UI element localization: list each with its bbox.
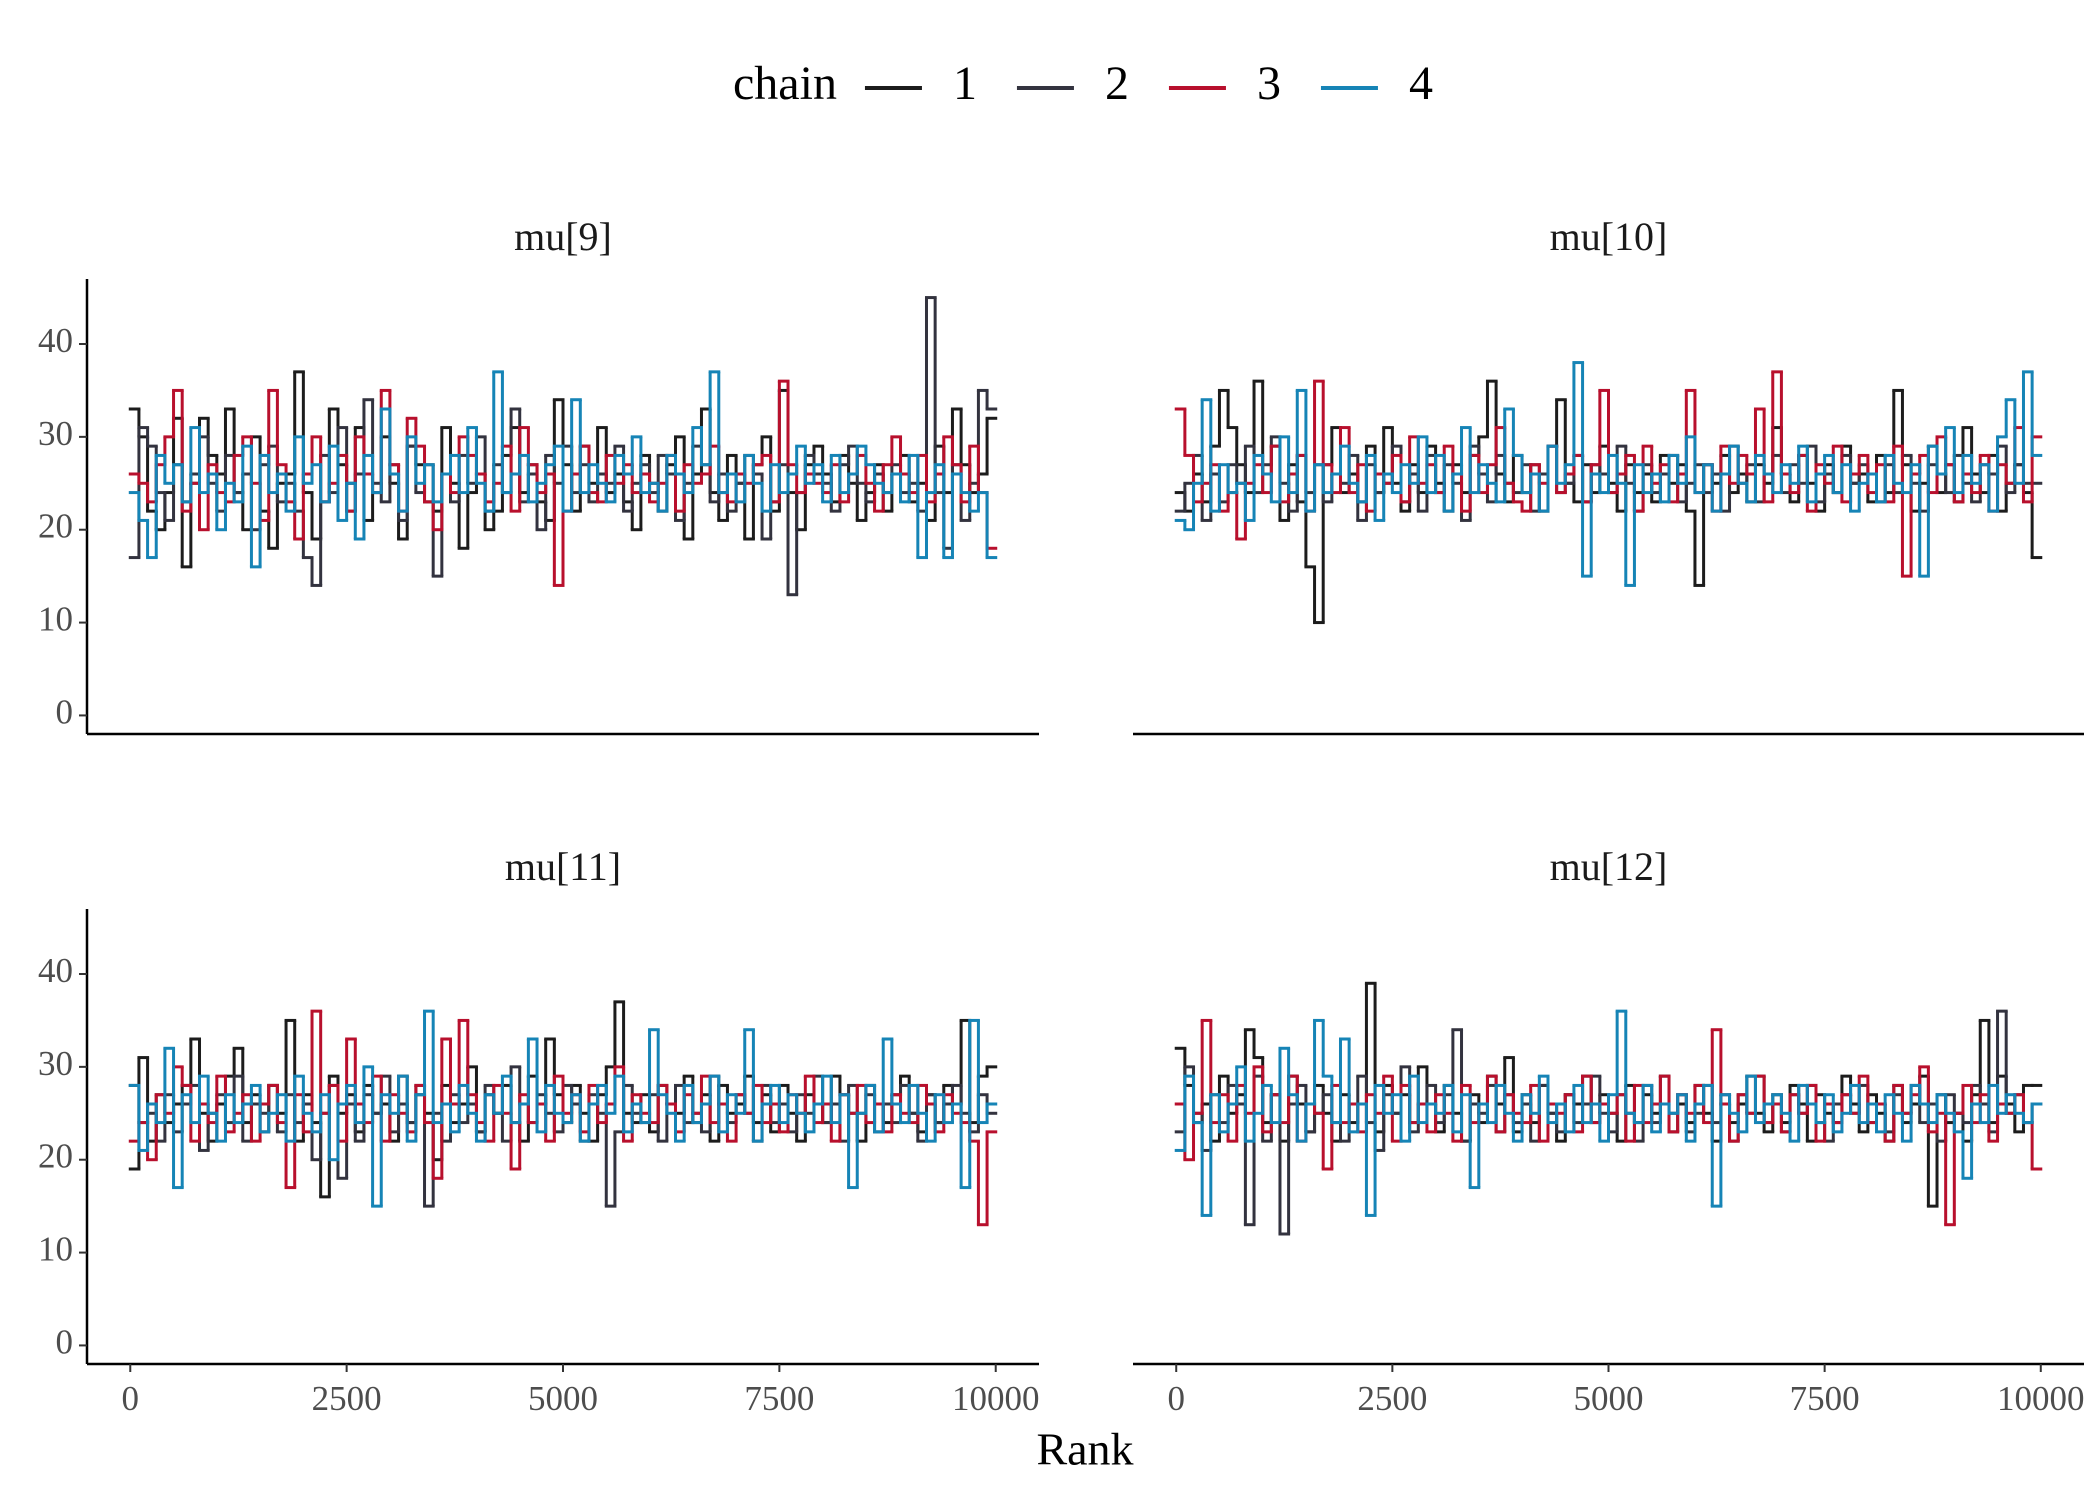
chain-line <box>1174 361 2043 587</box>
chain-line <box>128 1009 998 1208</box>
y-tick-label: 0 <box>56 1322 74 1361</box>
y-tick-label: 30 <box>38 1044 73 1083</box>
x-tick-label: 2500 <box>1357 1379 1427 1418</box>
legend-label: 4 <box>1409 57 1433 110</box>
x-tick-label: 10000 <box>952 1379 1040 1418</box>
x-tick-label: 5000 <box>528 1379 598 1418</box>
legend-label: 1 <box>953 57 977 110</box>
x-tick-label: 0 <box>1167 1379 1185 1418</box>
chain-line <box>1174 1009 2043 1217</box>
legend-title: chain <box>733 57 837 110</box>
y-tick-label: 20 <box>38 507 73 546</box>
x-tick-label: 7500 <box>744 1379 814 1418</box>
x-tick-label: 0 <box>122 1379 140 1418</box>
x-tick-label: 2500 <box>312 1379 382 1418</box>
y-tick-label: 40 <box>38 951 73 990</box>
y-tick-label: 30 <box>38 414 73 453</box>
panel: mu[11] 0 10 20 30 40 0 2500 5000 7500 10000 <box>38 844 1039 1418</box>
y-tick-label: 20 <box>38 1137 73 1176</box>
panel: mu[9] 0 10 20 30 40 <box>38 214 1039 736</box>
y-tick-label: 10 <box>38 1230 73 1269</box>
facet-title: mu[11] <box>505 844 621 889</box>
x-tick-label: 7500 <box>1790 1379 1860 1418</box>
panel: mu[10] <box>1133 214 2084 736</box>
legend-label: 2 <box>1105 57 1129 110</box>
chain-line <box>128 370 998 569</box>
panel: mu[12] 0 2500 5000 7500 10000 <box>1133 844 2085 1418</box>
x-tick-label: 5000 <box>1574 1379 1644 1418</box>
y-tick-label: 40 <box>38 321 73 360</box>
y-tick-label: 10 <box>38 600 73 639</box>
facet-title: mu[12] <box>1550 844 1668 889</box>
facet-title: mu[9] <box>514 214 612 259</box>
x-axis-label: Rank <box>1036 1424 1133 1475</box>
legend-label: 3 <box>1257 57 1281 110</box>
y-tick-label: 0 <box>56 692 74 731</box>
x-tick-label: 10000 <box>1997 1379 2085 1418</box>
facet-title: mu[10] <box>1550 214 1668 259</box>
